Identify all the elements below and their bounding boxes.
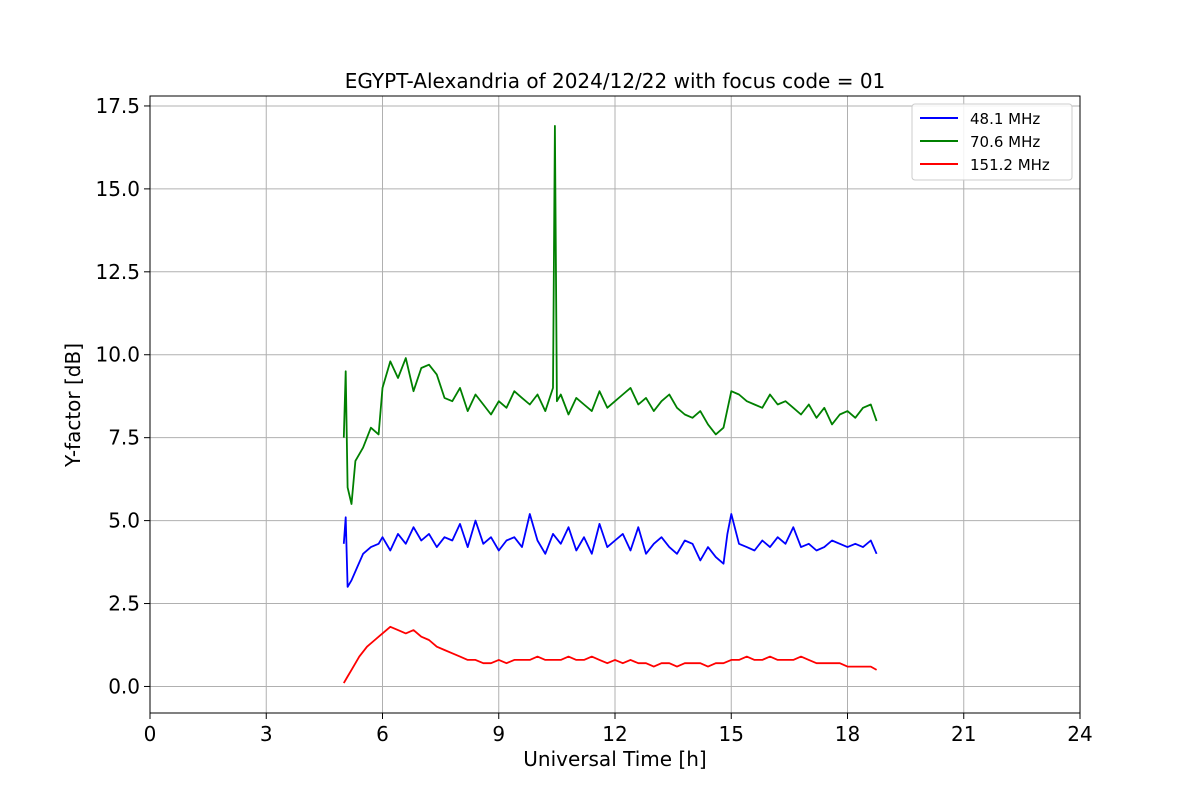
x-axis-label: Universal Time [h]: [523, 747, 706, 771]
series-layer: [342, 125, 878, 684]
y-tick-label: 2.5: [108, 592, 140, 616]
axis-ticks: 0 3 6 9 12 15 18 21 24 0.0 2.5 5.0 7.5 10.0 12.5 15.0 17…: [95, 94, 1092, 746]
y-tick-label: 0.0: [108, 674, 140, 698]
series-line-2: [342, 125, 878, 505]
x-tick-label: 21: [951, 722, 976, 746]
legend-label: 151.2 MHz: [970, 156, 1050, 174]
legend: 48.1 MHz 70.6 MHz 151.2 MHz: [911, 103, 1073, 181]
legend-label: 70.6 MHz: [970, 133, 1040, 151]
chart-title: EGYPT-Alexandria of 2024/12/22 with focu…: [345, 69, 886, 93]
x-tick-label: 24: [1067, 722, 1092, 746]
y-axis-label: Y-factor [dB]: [61, 343, 85, 468]
legend-label: 48.1 MHz: [970, 110, 1040, 128]
legend-box: [911, 103, 1073, 181]
x-tick-label: 15: [719, 722, 744, 746]
y-tick-label: 10.0: [95, 343, 140, 367]
x-tick-label: 3: [260, 722, 273, 746]
y-tick-label: 5.0: [108, 509, 140, 533]
x-tick-label: 9: [492, 722, 505, 746]
x-tick-label: 18: [835, 722, 860, 746]
y-tick-label: 15.0: [95, 177, 140, 201]
x-tick-label: 6: [376, 722, 389, 746]
series-line-3: [343, 625, 878, 684]
y-tick-label: 12.5: [95, 260, 140, 284]
y-tick-label: 7.5: [108, 426, 140, 450]
x-tick-label: 0: [144, 722, 157, 746]
series-line-1: [342, 513, 878, 588]
y-tick-label: 17.5: [95, 94, 140, 118]
x-tick-label: 12: [602, 722, 627, 746]
